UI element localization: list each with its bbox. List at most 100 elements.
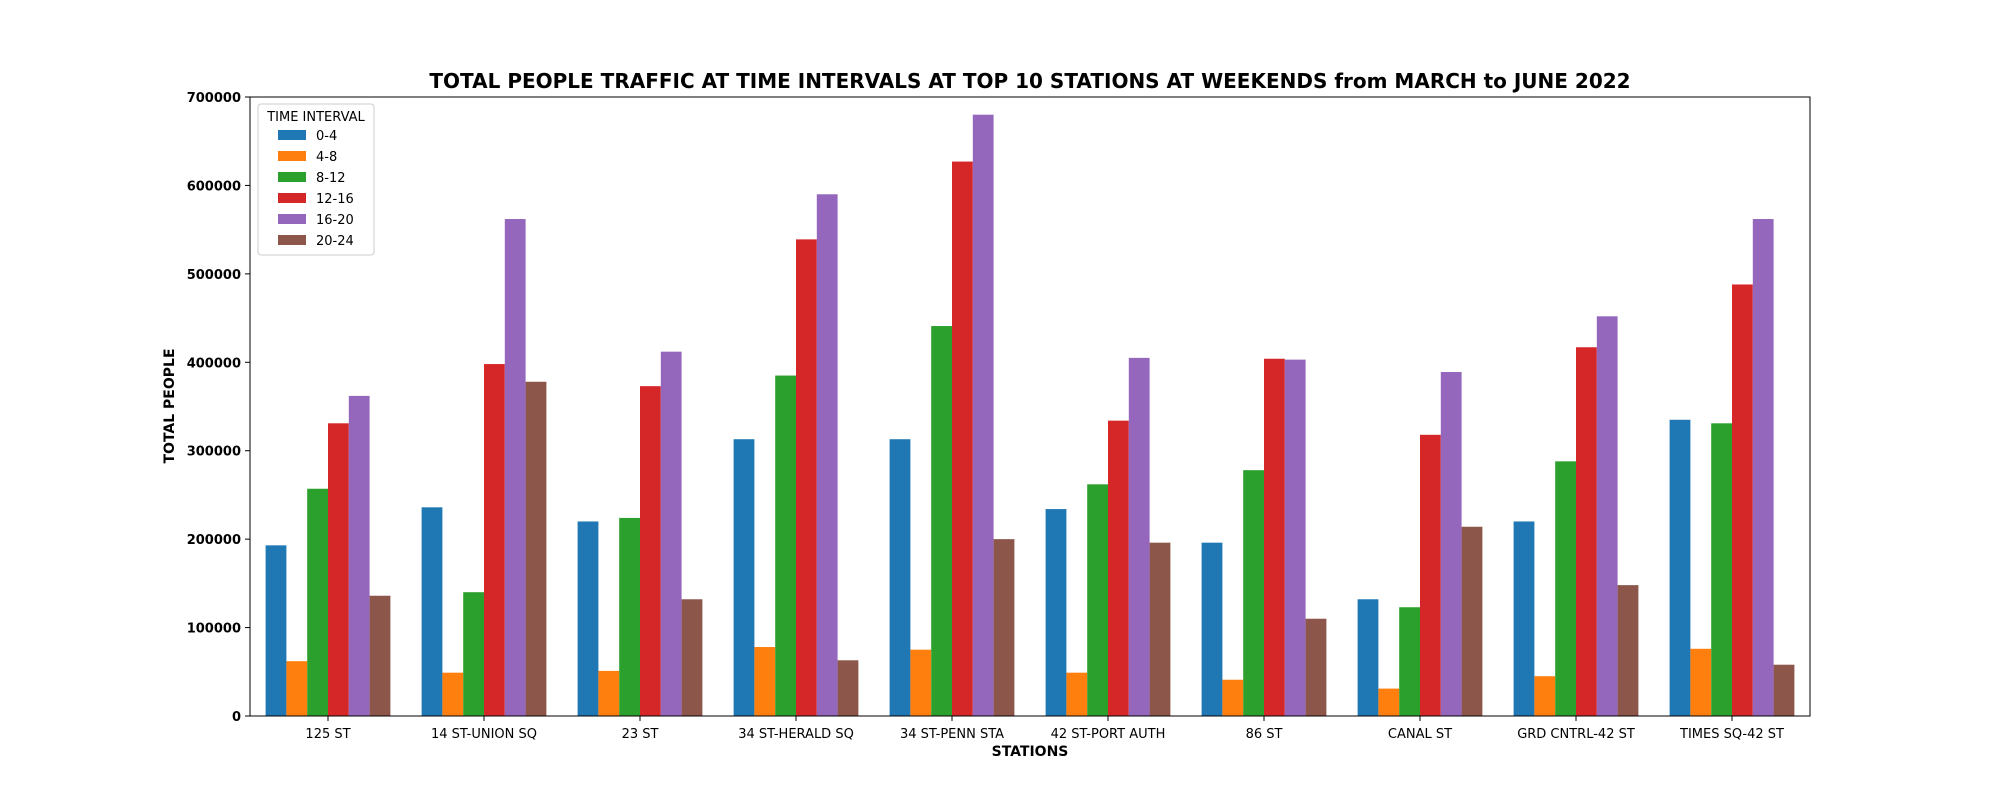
x-axis: 125 ST 14 ST-UNION SQ 23 ST 34 ST-HERALD SQ…: [305, 716, 1784, 742]
legend-swatch: [278, 130, 306, 140]
bar: [307, 488, 328, 716]
bar: [796, 239, 817, 716]
bar: [1576, 347, 1597, 716]
bar: [598, 670, 620, 716]
bar: [1222, 679, 1244, 716]
bar: [1066, 672, 1088, 716]
y-tick-label: 300000: [187, 445, 241, 460]
bar: [369, 595, 391, 716]
bar: [463, 592, 484, 716]
bar: [442, 672, 464, 716]
bar: [1284, 359, 1306, 716]
y-tick-label: 700000: [187, 91, 241, 106]
bar: [660, 351, 682, 716]
bar: [286, 661, 308, 716]
bar: [1534, 676, 1556, 716]
x-tick-label: CANAL ST: [1388, 727, 1452, 742]
y-tick-label: 100000: [187, 622, 241, 637]
bar: [1108, 420, 1129, 716]
bar: [640, 386, 661, 716]
legend-label: 8-12: [316, 171, 346, 186]
bar: [1264, 358, 1285, 716]
bar: [1378, 688, 1400, 716]
bar: [733, 439, 755, 716]
bar: [1305, 618, 1327, 716]
x-tick-label: 14 ST-UNION SQ: [431, 727, 537, 742]
plot-area-frame: [249, 96, 1811, 717]
bar: [619, 517, 640, 716]
y-tick-label: 600000: [187, 179, 241, 194]
bar: [1752, 219, 1774, 716]
bar: [328, 423, 349, 716]
bar: [889, 439, 911, 716]
bar: [972, 114, 994, 716]
x-tick-label: GRD CNTRL-42 ST: [1517, 727, 1635, 742]
y-axis-title: TOTAL PEOPLE: [162, 348, 178, 463]
legend-label: 20-24: [316, 234, 354, 249]
bar: [1128, 357, 1150, 716]
bar: [1201, 542, 1223, 716]
bar: [1461, 526, 1483, 716]
bar: [1513, 521, 1535, 716]
legend-swatch: [278, 172, 306, 182]
bar: [421, 507, 443, 716]
bar: [484, 364, 505, 716]
y-tick-label: 200000: [187, 533, 241, 548]
x-tick-label: TIMES SQ-42 ST: [1679, 727, 1784, 742]
bar: [1243, 470, 1264, 716]
bar: [1420, 434, 1441, 716]
bar: [993, 539, 1015, 716]
bar: [1399, 607, 1420, 716]
x-tick-label: 34 ST-HERALD SQ: [738, 727, 854, 742]
bar: [1596, 316, 1618, 716]
bar: [1690, 648, 1712, 716]
bar: [910, 649, 932, 716]
legend-swatch: [278, 193, 306, 203]
chart-title: TOTAL PEOPLE TRAFFIC AT TIME INTERVALS A…: [429, 69, 1630, 93]
y-axis: 0 100000 200000 300000 400000 500000 600000 700…: [187, 91, 250, 725]
legend-title: TIME INTERVAL: [266, 110, 365, 125]
legend-label: 0-4: [316, 129, 337, 144]
bar: [754, 647, 776, 716]
bar: [1357, 599, 1379, 716]
bar: [837, 660, 859, 716]
legend-swatch: [278, 151, 306, 161]
bar: [1773, 664, 1795, 716]
bar: [525, 381, 547, 716]
bars-layer: [265, 114, 1795, 717]
bar: [681, 599, 703, 716]
bar: [577, 521, 599, 716]
bar: [1711, 423, 1732, 716]
y-tick-label: 400000: [187, 356, 241, 371]
x-tick-label: 42 ST-PORT AUTH: [1051, 727, 1166, 742]
bar: [1440, 372, 1462, 716]
y-tick-label: 500000: [187, 268, 241, 283]
bar: [1669, 419, 1691, 716]
bar: [504, 219, 526, 716]
x-axis-title: STATIONS: [992, 744, 1069, 760]
y-tick-label: 0: [232, 710, 241, 725]
bar: [775, 375, 796, 716]
bar: [1732, 284, 1753, 716]
x-tick-label: 125 ST: [305, 727, 350, 742]
legend-swatch: [278, 214, 306, 224]
bar: [348, 395, 370, 716]
legend-label: 16-20: [316, 213, 354, 228]
bar: [1555, 461, 1576, 716]
legend-swatch: [278, 235, 306, 245]
bar: [265, 545, 287, 716]
bar: [1087, 484, 1108, 716]
bar: [816, 194, 838, 716]
x-tick-label: 23 ST: [622, 727, 659, 742]
bar: [1617, 585, 1639, 716]
bar: [1149, 542, 1171, 716]
legend: TIME INTERVAL 0-4 4-8 8-12 12-16 16-20 20-24: [257, 103, 375, 256]
bar: [952, 161, 973, 717]
bar: [1045, 509, 1067, 716]
bar: [931, 326, 952, 716]
x-tick-label: 34 ST-PENN STA: [900, 727, 1004, 742]
legend-label: 12-16: [316, 192, 354, 207]
legend-label: 4-8: [316, 150, 337, 165]
